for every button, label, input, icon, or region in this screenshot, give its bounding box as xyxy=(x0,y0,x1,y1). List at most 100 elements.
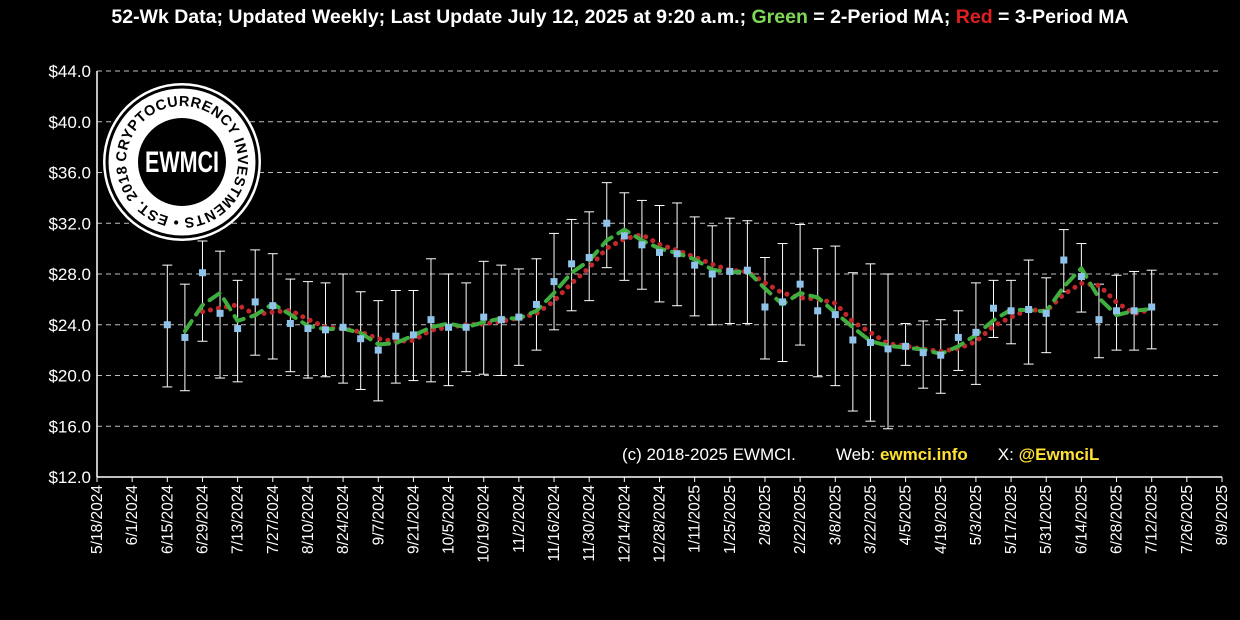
data-point xyxy=(849,336,857,344)
data-point xyxy=(515,313,523,321)
x-tick-label: 5/31/2025 xyxy=(1038,485,1055,554)
x-tick-label: 12/14/2024 xyxy=(616,485,633,563)
y-tick-label: $32.0 xyxy=(48,214,91,233)
x-tick-label: 8/24/2024 xyxy=(335,485,352,554)
data-point xyxy=(972,328,980,336)
data-point xyxy=(286,319,294,327)
data-point xyxy=(656,248,663,256)
x-tick-label: 12/28/2024 xyxy=(652,485,669,563)
credit-line: (c) 2018-2025 EWMCI. Web: ewmci.info X: @E… xyxy=(622,445,1099,465)
data-point xyxy=(497,316,505,324)
data-point xyxy=(462,323,470,331)
data-point xyxy=(181,333,189,341)
data-point xyxy=(427,316,435,324)
data-point xyxy=(937,351,945,359)
data-point xyxy=(585,254,593,262)
data-point xyxy=(1042,309,1050,317)
y-tick-label: $28.0 xyxy=(48,265,91,284)
data-point xyxy=(831,311,839,319)
data-point xyxy=(919,349,927,357)
title-green-word: Green xyxy=(751,6,808,28)
x-tick-label: 11/2/2024 xyxy=(511,485,528,553)
data-point xyxy=(691,261,699,269)
data-point xyxy=(884,345,892,353)
data-point xyxy=(1130,307,1138,315)
x-tick-label: 6/14/2025 xyxy=(1073,485,1090,554)
x-tick-label: 1/25/2025 xyxy=(722,485,739,554)
x-tick-label: 2/8/2025 xyxy=(757,485,774,545)
data-point xyxy=(216,309,224,317)
x-tick-label: 11/30/2024 xyxy=(581,485,598,562)
data-point xyxy=(796,280,804,288)
data-point xyxy=(1060,256,1068,264)
data-point xyxy=(779,298,787,306)
data-point xyxy=(374,346,382,354)
x-handle-link[interactable]: @EwmciL xyxy=(1018,445,1100,464)
x-label: X: xyxy=(997,445,1019,464)
x-tick-label: 10/5/2024 xyxy=(441,485,458,554)
logo-center-text: EWMCI xyxy=(145,146,219,179)
data-point xyxy=(1007,307,1015,315)
y-tick-label: $12.0 xyxy=(48,468,91,487)
data-point xyxy=(1113,307,1121,315)
y-tick-label: $40.0 xyxy=(48,113,91,132)
y-tick-label: $16.0 xyxy=(48,417,91,436)
data-point xyxy=(989,304,997,312)
data-point xyxy=(445,323,453,331)
data-point xyxy=(322,326,330,334)
x-tick-label: 9/7/2024 xyxy=(370,485,387,546)
chart-title: 52-Wk Data; Updated Weekly; Last Update … xyxy=(0,6,1240,29)
data-point xyxy=(638,241,646,249)
x-tick-label: 6/29/2024 xyxy=(194,485,211,554)
logo-inner-disc xyxy=(138,118,226,206)
data-point xyxy=(480,313,488,321)
x-tick-label: 7/27/2024 xyxy=(265,485,282,554)
ewmci-logo: CRYPTOCURRENCY INVESTMENTS • EST. 2018 •… xyxy=(103,83,261,241)
data-point xyxy=(198,269,206,277)
x-tick-label: 10/19/2024 xyxy=(476,485,493,563)
title-red-rest: = 3-Period MA xyxy=(992,6,1129,28)
data-point xyxy=(357,335,365,343)
data-point xyxy=(603,219,611,227)
data-point xyxy=(163,321,171,329)
data-point xyxy=(339,323,347,331)
title-prefix: 52-Wk Data; Updated Weekly; Last Update … xyxy=(111,6,752,28)
x-tick-label: 3/8/2025 xyxy=(827,485,844,545)
copyright-text: (c) 2018-2025 EWMCI. xyxy=(622,445,796,464)
logo-outer-ring xyxy=(105,85,259,239)
data-point xyxy=(550,278,558,286)
x-tick-label: 9/21/2024 xyxy=(405,485,422,554)
x-tick-label: 8/9/2025 xyxy=(1214,485,1231,545)
data-point xyxy=(1148,303,1156,311)
price-points xyxy=(163,219,1156,359)
x-tick-label: 5/18/2024 xyxy=(89,485,106,554)
x-tick-label: 4/5/2025 xyxy=(898,485,915,545)
x-tick-label: 7/26/2025 xyxy=(1179,485,1196,554)
data-point xyxy=(1077,273,1085,281)
x-tick-label: 5/3/2025 xyxy=(968,485,985,545)
x-tick-label: 6/15/2024 xyxy=(159,485,176,554)
data-point xyxy=(251,298,259,306)
x-tick-label: 8/10/2024 xyxy=(300,485,317,554)
x-tick-label: 3/22/2025 xyxy=(862,485,879,554)
x-tick-label: 11/16/2024 xyxy=(546,485,563,562)
x-tick-label: 1/11/2025 xyxy=(687,485,704,553)
data-point xyxy=(304,325,312,333)
x-tick-label: 7/12/2025 xyxy=(1144,485,1161,554)
data-point xyxy=(866,339,874,347)
data-point xyxy=(902,342,910,350)
y-axis: $12.0 $16.0 $20.0 $24.0 $28.0 $32.0 $36.0 $40.0… xyxy=(48,62,98,487)
x-axis: 5/18/2024 6/1/2024 6/15/2024 6/29/2024 7/13/… xyxy=(89,476,1231,563)
x-tick-label: 5/17/2025 xyxy=(1003,485,1020,554)
title-green-rest: = 2-Period MA; xyxy=(807,6,956,28)
data-point xyxy=(269,302,277,310)
data-point xyxy=(814,307,822,315)
x-tick-label: 6/1/2024 xyxy=(124,485,141,546)
data-point xyxy=(761,303,769,311)
data-point xyxy=(673,250,681,258)
data-point xyxy=(392,332,400,340)
x-tick-label: 2/22/2025 xyxy=(792,485,809,554)
web-link[interactable]: ewmci.info xyxy=(879,445,968,464)
x-tick-label: 4/19/2025 xyxy=(933,485,950,554)
